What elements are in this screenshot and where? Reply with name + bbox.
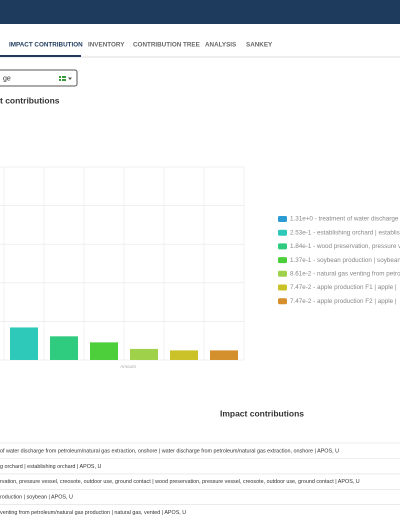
table-cell: g orchard | establishing orchard | APOS,… — [0, 464, 101, 470]
legend-swatch — [278, 298, 287, 305]
table: of water discharge from petroleum/natura… — [0, 442, 400, 516]
chart: Amount 1.31e+0 - treatment of water disch… — [0, 166, 400, 369]
legend-label: 7.47e-2 - apple production F2 | apple | — [290, 298, 397, 305]
table-cell: of water discharge from petroleum/natura… — [0, 448, 339, 454]
tab[interactable]: IMPACT CONTRIBUTION — [9, 42, 83, 49]
bar — [10, 327, 38, 360]
tab[interactable]: INVENTORY — [88, 42, 125, 49]
selector-label: ge — [3, 75, 11, 82]
x-axis-label: Amount — [120, 364, 136, 369]
table-cell: roduction | soybean | APOS, U — [0, 495, 73, 501]
section-title: t contributions — [0, 95, 60, 105]
legend-label: 2.53e-1 - establishing orchard | establi… — [290, 229, 400, 236]
tab-indicator — [0, 55, 81, 57]
table-cell: venting from petroleum/natural gas produ… — [0, 510, 186, 516]
selector-icon — [59, 76, 66, 81]
bar — [210, 350, 238, 360]
legend-swatch — [278, 243, 287, 250]
bar — [90, 342, 118, 360]
legend-label: 1.84e-1 - wood preservation, pressure v — [290, 243, 400, 250]
tab[interactable]: ANALYSIS — [205, 42, 236, 49]
bar — [170, 350, 198, 360]
legend-swatch — [278, 257, 287, 264]
bar — [50, 336, 78, 360]
legend-swatch — [278, 284, 287, 291]
table-cell: rvation, pressure vessel, creosote, outd… — [0, 479, 360, 485]
legend-swatch — [278, 216, 287, 222]
selector-arrow — [68, 77, 72, 80]
legend-label: 8.61e-2 - natural gas venting from petro — [290, 270, 400, 277]
top-bar — [0, 0, 400, 24]
legend-swatch — [278, 229, 287, 236]
legend-label: 1.37e-1 - soybean production | soybean — [290, 257, 400, 264]
tab[interactable]: CONTRIBUTION TREE — [133, 42, 200, 49]
selector[interactable] — [0, 69, 78, 87]
table-title: Impact contributions — [220, 408, 304, 418]
tab[interactable]: SANKEY — [246, 42, 273, 49]
legend-label: 7.47e-2 - apple production F1 | apple | — [290, 284, 397, 291]
legend-swatch — [278, 270, 287, 277]
legend-label: 1.31e+0 - treatment of water discharge — [290, 216, 399, 223]
bar — [130, 348, 158, 360]
